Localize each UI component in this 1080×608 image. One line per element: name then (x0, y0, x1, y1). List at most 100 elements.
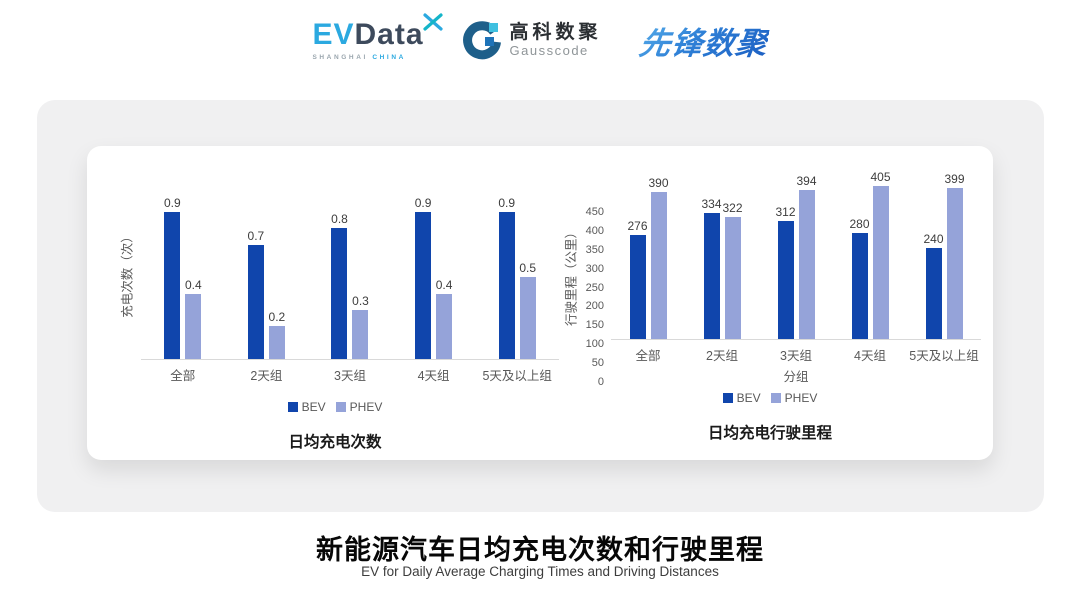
bar-bev: 0.9 (415, 196, 431, 359)
category-label: 3天组 (780, 349, 812, 363)
y-axis-title-text: 充电次数（次） (120, 230, 135, 318)
bar-bev: 276 (627, 218, 648, 339)
legend-swatch (287, 402, 298, 412)
bar-rect (851, 233, 868, 339)
bar-bev: 280 (849, 217, 870, 339)
logo-evdata-shanghai: SHANGHAI (312, 54, 368, 61)
y-tick-label: 450 (585, 206, 604, 218)
chart-daily-driving-distance: 行驶里程（公里） 0 50 100 150 200 250 300 350 400 450 276… (559, 164, 981, 460)
bar-rect (650, 191, 667, 339)
category-label: 2天组 (250, 369, 283, 383)
header-logos: EVData SHANGHAI CHINA 高科数聚 Gausscode 先锋数… (0, 13, 1080, 63)
bar-value-label: 0.8 (331, 212, 348, 227)
bar-group: 312 394 (759, 174, 833, 339)
bar-rect (268, 326, 285, 359)
y-axis-title: 行驶里程（公里） (559, 170, 581, 382)
category-label: 4天组 (417, 369, 450, 383)
logo-evdata-ev: EV (312, 18, 355, 51)
page-subtitle: EV for Daily Average Charging Times and … (361, 564, 719, 579)
bar-bev: 240 (923, 232, 944, 339)
category-row: 全部 2天组 3天组 4天组 5天及以上组 (141, 365, 559, 384)
bar-value-label: 280 (849, 217, 870, 232)
bar-group: 0.8 0.3 (308, 212, 392, 359)
y-tick-label: 300 (585, 262, 604, 275)
category-row: 全部 2天组 3天组 4天组 5天及以上组 (611, 345, 981, 364)
bar-bev: 312 (775, 205, 796, 339)
bar-phev: 0.4 (436, 278, 452, 359)
legend-item-phev: PHEV (770, 391, 818, 405)
legend: BEV PHEV (559, 391, 981, 405)
logo-evdata-data: Data (354, 18, 424, 51)
bar-group: 0.9 0.5 (475, 196, 559, 359)
bar-bev: 0.9 (498, 196, 516, 359)
chart-title: 日均充电次数 (288, 434, 382, 451)
bar-rect (946, 188, 963, 339)
legend: BEV PHEV (111, 400, 559, 414)
category-label: 4天组 (854, 349, 886, 363)
bar-rect (798, 190, 815, 339)
bar-rect (724, 217, 741, 339)
bar-rect (415, 212, 432, 359)
logo-xianfeng: 先锋数聚 (636, 18, 770, 63)
bar-value-label: 276 (627, 218, 648, 233)
legend-swatch (335, 402, 346, 412)
bar-phev: 394 (796, 174, 817, 339)
bar-phev: 390 (648, 175, 669, 339)
bar-value-label: 390 (648, 175, 669, 190)
bar-phev: 0.2 (269, 310, 285, 359)
bar-rect (498, 212, 515, 359)
bar-rect (777, 221, 794, 339)
y-axis-title: 充电次数（次） (111, 164, 141, 384)
bar-value-label: 0.9 (414, 196, 432, 210)
logo-gausscode-en: Gausscode (509, 42, 589, 58)
category-label: 3天组 (334, 369, 366, 383)
logo-evdata-china: CHINA (372, 54, 406, 61)
y-tick-label: 200 (585, 300, 604, 313)
legend-swatch (722, 393, 733, 403)
category-label: 5天及以上组 (909, 349, 979, 363)
bar-group: 334 322 (685, 197, 759, 339)
bar-value-label: 312 (775, 205, 796, 220)
bar-bev: 0.8 (331, 212, 348, 359)
bar-phev: 0.3 (352, 294, 369, 359)
bar-rect (519, 277, 536, 359)
bar-rect (925, 248, 942, 339)
category-label: 全部 (635, 349, 661, 363)
y-tick-label: 350 (585, 243, 604, 256)
bar-phev: 322 (722, 201, 743, 339)
bar-rect (331, 228, 348, 359)
bar-bev: 0.9 (163, 196, 181, 359)
bar-phev: 405 (870, 170, 891, 339)
bar-rect (185, 293, 202, 359)
y-axis-title-text: 行驶里程（公里） (564, 225, 579, 327)
bar-value-label: 0.9 (498, 196, 516, 210)
bar-rect (352, 310, 369, 359)
bar-rect (703, 212, 720, 339)
plot-area: 0.9 0.4 0.7 0.2 0.8 0.3 0.9 0.4 0.9 0.5 (141, 164, 559, 360)
bar-value-label: 334 (701, 196, 722, 211)
logo-evdata: EVData SHANGHAI CHINA (312, 13, 443, 61)
bar-rect (164, 212, 181, 359)
plot-area: 276 390 334 322 312 394 280 405 240 399 (611, 170, 981, 340)
bar-value-label: 240 (923, 232, 944, 247)
bar-rect (629, 234, 646, 339)
legend-item-phev: PHEV (335, 400, 382, 414)
logo-gausscode-text: 高科数聚 Gausscode (509, 21, 602, 58)
logo-evdata-subtext: SHANGHAI CHINA (312, 54, 405, 61)
bar-rect (436, 293, 453, 359)
bar-value-label: 394 (796, 174, 817, 189)
bar-group: 0.9 0.4 (392, 196, 476, 359)
bar-value-label: 0.3 (352, 294, 369, 308)
bar-value-label: 0.9 (163, 196, 181, 210)
bar-value-label: 405 (870, 170, 891, 184)
bar-value-label: 0.7 (247, 228, 265, 243)
chart-daily-charging-times: 充电次数（次） 0.9 0.4 0.7 0.2 0.8 0.3 0.9 0.4 0.9 0.5 全… (111, 164, 559, 460)
logo-evdata-wordmark: EVData (312, 13, 443, 51)
y-tick-label: 50 (591, 357, 604, 370)
bar-group: 0.7 0.2 (225, 229, 309, 359)
bar-value-label: 0.4 (435, 277, 453, 292)
sparkle-x-icon (422, 13, 443, 31)
logo-gausscode: 高科数聚 Gausscode (462, 20, 602, 61)
legend-label: PHEV (784, 391, 818, 405)
logo-gausscode-cn: 高科数聚 (509, 21, 602, 43)
